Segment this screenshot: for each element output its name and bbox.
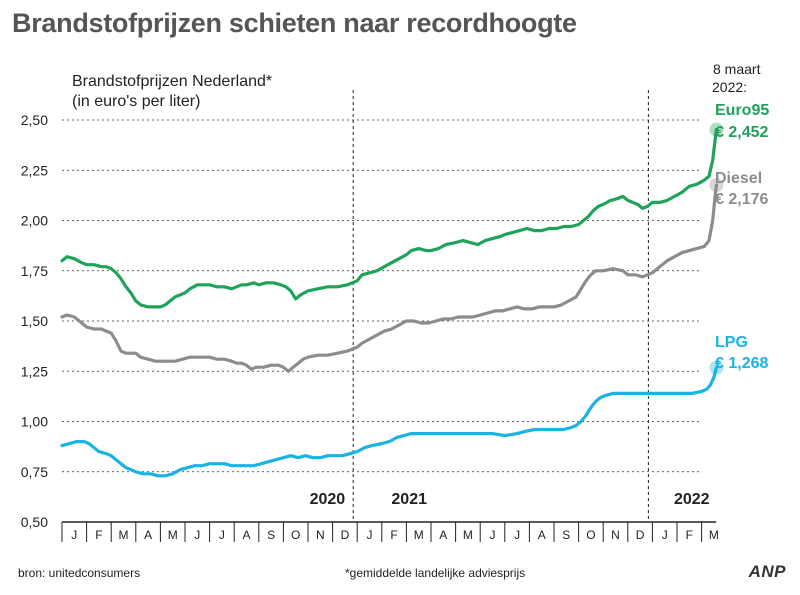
series-name-diesel: Diesel [715, 170, 762, 187]
month-label: A [538, 528, 546, 542]
anp-logo: ANP [748, 562, 786, 581]
month-label: O [586, 528, 595, 542]
end-marker-diesel [709, 178, 724, 193]
month-label: A [242, 528, 250, 542]
y-axis-ticks: 0,50 0,75 1,00 1,25 1,50 1,75 2,00 2,25 2,50 [21, 112, 48, 530]
series-name-lpg: LPG [715, 334, 748, 351]
month-label: F [390, 528, 397, 542]
series-name-euro95: Euro95 [715, 102, 769, 119]
headline: Brandstofprijzen schieten naar recordhoo… [12, 8, 577, 38]
month-label: M [463, 528, 473, 542]
y-tick-label: 1,25 [21, 363, 48, 379]
month-label: J [194, 528, 200, 542]
y-tick-label: 2,50 [21, 112, 48, 128]
y-tick-label: 0,75 [21, 464, 48, 480]
date-note-line2: 2022: [712, 79, 747, 95]
month-label: M [168, 528, 178, 542]
year-dividers [352, 90, 649, 522]
y-tick-label: 1,75 [21, 263, 48, 279]
month-label: M [119, 528, 129, 542]
month-label: S [562, 528, 570, 542]
month-label: M [709, 528, 719, 542]
end-marker-lpg [709, 360, 724, 375]
series-lines [60, 122, 724, 478]
month-label: A [144, 528, 152, 542]
source-note: bron: unitedconsumers [18, 566, 141, 580]
year-label: 2021 [391, 491, 427, 508]
series-value-diesel: € 2,176 [715, 191, 768, 208]
month-label: S [267, 528, 275, 542]
month-label: J [490, 528, 496, 542]
footnote: *gemiddelde landelijke adviesprijs [345, 566, 526, 580]
y-tick-label: 2,25 [21, 162, 48, 178]
month-label: D [341, 528, 350, 542]
month-label: O [291, 528, 300, 542]
end-labels: Euro95 € 2,452 Diesel € 2,176 LPG € 1,268 [715, 102, 769, 372]
month-label: F [686, 528, 693, 542]
y-tick-label: 1,50 [21, 313, 48, 329]
month-label: J [662, 528, 668, 542]
series-line-diesel [60, 183, 718, 373]
year-label: 2022 [674, 491, 710, 508]
month-label: F [95, 528, 102, 542]
y-tick-label: 2,00 [21, 213, 48, 229]
chart-title: Brandstofprijzen Nederland* [72, 73, 272, 90]
x-axis: J F M A M J J A S O N D J F M A M J J A S O N D J F M 2020 2021 2022 [61, 491, 719, 542]
y-tick-label: 1,00 [21, 414, 48, 430]
series-value-lpg: € 1,268 [715, 355, 768, 372]
month-label: A [439, 528, 447, 542]
month-label: J [219, 528, 225, 542]
chart-subtitle: (in euro's per liter) [72, 93, 200, 110]
month-label: J [514, 528, 520, 542]
month-label: N [316, 528, 325, 542]
month-label: M [414, 528, 424, 542]
month-label: N [611, 528, 620, 542]
series-line-euro95 [60, 128, 718, 309]
series-value-euro95: € 2,452 [715, 124, 768, 141]
year-label: 2020 [310, 491, 346, 508]
month-label: D [636, 528, 645, 542]
series-line-lpg [60, 366, 718, 478]
chart-titles: Brandstofprijzen Nederland* (in euro's p… [72, 61, 761, 110]
month-label: J [367, 528, 373, 542]
month-label: J [71, 528, 77, 542]
y-tick-label: 0,50 [21, 514, 48, 530]
date-note-line1: 8 maart [713, 61, 761, 77]
grid-lines [62, 119, 700, 473]
end-marker-euro95 [709, 122, 724, 137]
